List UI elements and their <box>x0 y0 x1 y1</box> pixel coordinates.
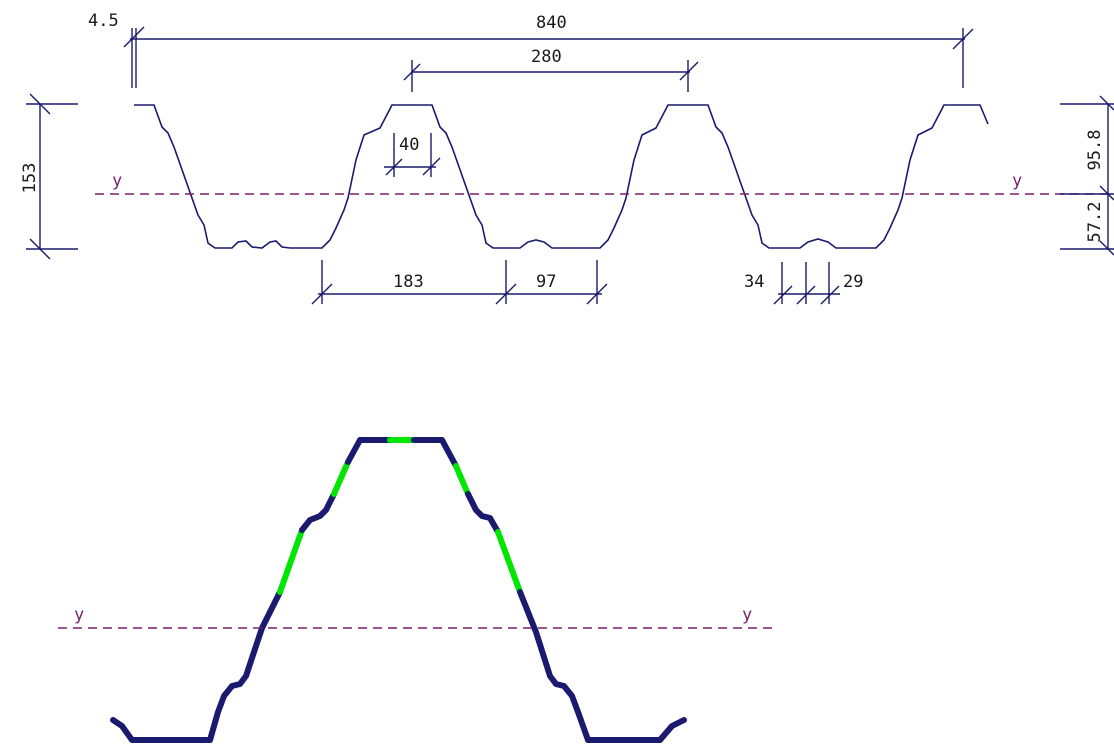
label-height: 153 <box>20 163 40 194</box>
effective-right-flange <box>585 717 687 743</box>
effective-left-web-green <box>277 527 305 595</box>
dimension-lines <box>26 26 1114 305</box>
effective-left-web-top-green <box>331 459 351 497</box>
effective-right-web-upper <box>465 491 501 535</box>
label-bottom-width: 183 <box>393 272 424 292</box>
bottom-axis-label-left: y <box>74 605 84 625</box>
effective-left-web-lower <box>207 589 283 743</box>
profile-segment-3 <box>688 104 966 249</box>
label-pitch: 280 <box>531 47 562 67</box>
label-stiffener-width: 40 <box>399 135 419 155</box>
label-lower-to-axis: 57.2 <box>1085 202 1105 243</box>
effective-top-flange-right <box>411 437 459 469</box>
effective-right-web-top-green <box>453 463 471 497</box>
effective-section <box>110 437 687 743</box>
top-axis-label-right: y <box>1012 171 1022 191</box>
label-stiffener-a: 34 <box>744 272 764 292</box>
bottom-axis-label-right: y <box>742 605 752 625</box>
profile-right-lip <box>966 104 989 125</box>
label-thickness: 4.5 <box>88 11 119 31</box>
effective-left-web-upper <box>299 491 337 533</box>
effective-left-web-top <box>345 437 393 465</box>
label-stiffener-b: 29 <box>843 272 863 292</box>
effective-right-web-green <box>495 529 523 595</box>
profile-segment-2 <box>412 104 688 249</box>
effective-left-flange <box>110 717 213 743</box>
profile-left-lip <box>134 104 412 249</box>
label-bottom-flange: 97 <box>536 272 556 292</box>
label-upper-to-axis: 95.8 <box>1085 130 1105 171</box>
top-axis-label-left: y <box>112 171 122 191</box>
label-total-width: 840 <box>536 13 567 33</box>
effective-right-web-lower <box>517 589 591 743</box>
top-profile <box>134 104 989 249</box>
